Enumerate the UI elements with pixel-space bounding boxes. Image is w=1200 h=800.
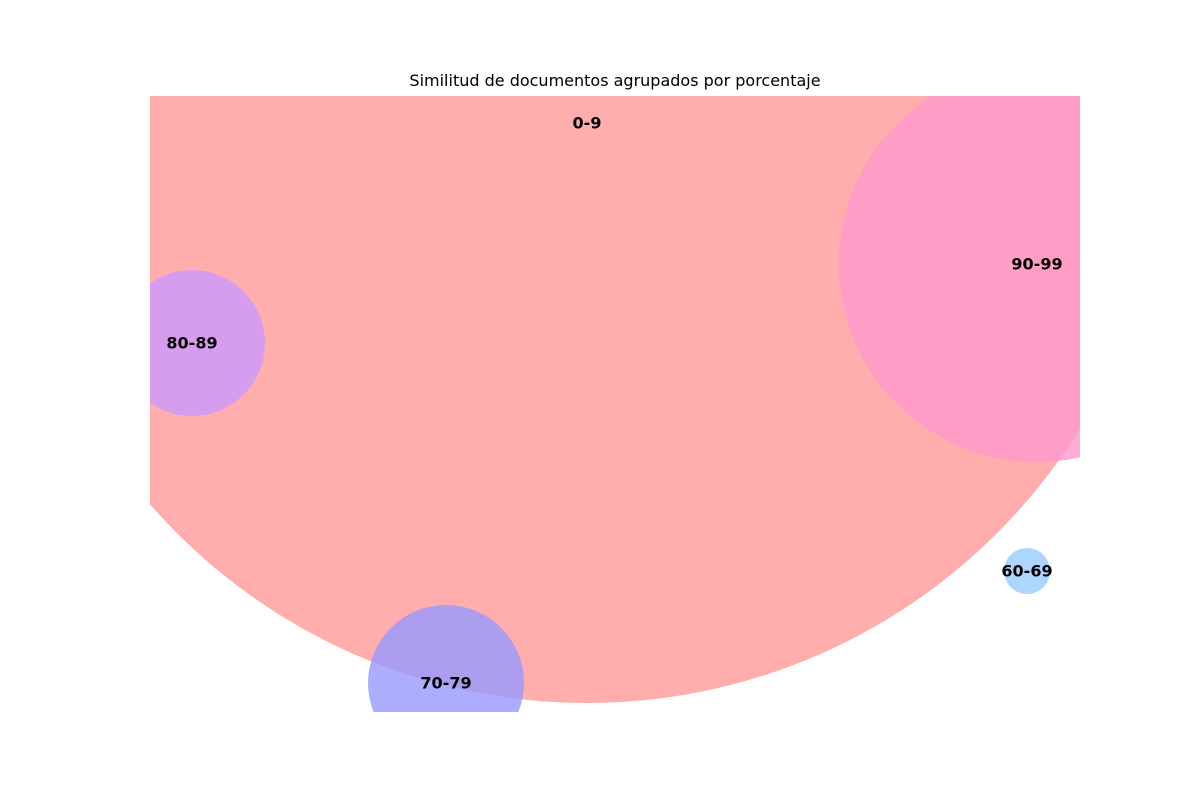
bubble-70-79 (368, 605, 524, 712)
bubble-label-60-69: 60-69 (1001, 562, 1052, 581)
bubble-label-70-79: 70-79 (420, 674, 471, 693)
bubble-60-69 (1004, 548, 1050, 594)
chart-title: Similitud de documentos agrupados por po… (409, 71, 821, 90)
bubble-80-89 (150, 270, 265, 416)
bubble-label-90-99: 90-99 (1011, 255, 1062, 274)
bubble-label-80-89: 80-89 (166, 334, 217, 353)
bubble-90-99 (839, 96, 1080, 462)
bubble-label-0-9: 0-9 (573, 114, 602, 133)
